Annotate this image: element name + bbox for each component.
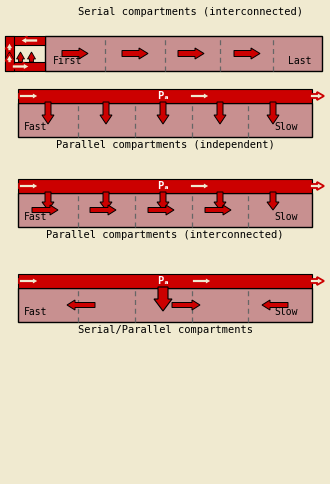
- Bar: [18, 179, 312, 193]
- FancyArrow shape: [310, 182, 324, 190]
- FancyArrow shape: [100, 192, 112, 210]
- Text: Pₐ: Pₐ: [157, 276, 169, 286]
- FancyArrow shape: [122, 48, 148, 59]
- FancyArrow shape: [154, 287, 172, 311]
- FancyArrow shape: [157, 102, 169, 124]
- FancyArrow shape: [190, 92, 210, 100]
- FancyArrow shape: [157, 192, 169, 210]
- Text: Parallel compartments (independent): Parallel compartments (independent): [56, 140, 274, 150]
- Text: First: First: [53, 56, 82, 66]
- Text: Last: Last: [288, 56, 312, 66]
- FancyArrow shape: [42, 192, 54, 210]
- FancyArrow shape: [12, 62, 30, 71]
- FancyArrow shape: [214, 102, 226, 124]
- FancyArrow shape: [19, 92, 39, 100]
- Text: Slow: Slow: [274, 307, 298, 317]
- Bar: [18, 89, 312, 103]
- Bar: [5, 62, 45, 71]
- FancyArrow shape: [19, 182, 39, 190]
- FancyArrow shape: [6, 42, 14, 51]
- FancyArrow shape: [67, 300, 95, 310]
- FancyArrow shape: [32, 205, 58, 215]
- Bar: [18, 288, 312, 322]
- Text: Serial/Parallel compartments: Serial/Parallel compartments: [78, 325, 252, 335]
- FancyArrow shape: [20, 36, 38, 45]
- Text: Fast: Fast: [24, 212, 48, 222]
- Text: Fast: Fast: [24, 307, 48, 317]
- FancyArrow shape: [6, 54, 14, 63]
- Bar: [5, 36, 14, 71]
- FancyArrow shape: [27, 52, 36, 62]
- FancyArrow shape: [192, 277, 212, 285]
- Text: Slow: Slow: [274, 122, 298, 132]
- Bar: [5, 36, 45, 45]
- FancyArrow shape: [267, 102, 279, 124]
- FancyArrow shape: [190, 182, 210, 190]
- Text: Parallel compartments (interconnected): Parallel compartments (interconnected): [46, 230, 284, 240]
- FancyArrow shape: [310, 277, 324, 285]
- Text: Slow: Slow: [274, 212, 298, 222]
- FancyArrow shape: [262, 300, 288, 310]
- FancyArrow shape: [214, 192, 226, 210]
- FancyArrow shape: [148, 205, 174, 215]
- Text: Fast: Fast: [24, 122, 48, 132]
- FancyArrow shape: [172, 300, 200, 310]
- FancyArrow shape: [16, 52, 24, 62]
- FancyArrow shape: [90, 205, 116, 215]
- FancyArrow shape: [62, 48, 88, 59]
- Bar: [18, 103, 312, 137]
- FancyArrow shape: [100, 102, 112, 124]
- Text: Pₐ: Pₐ: [157, 181, 169, 191]
- Text: Serial compartments (interconnected): Serial compartments (interconnected): [78, 7, 303, 17]
- FancyArrow shape: [234, 48, 260, 59]
- FancyArrow shape: [42, 102, 54, 124]
- Text: Pₐ: Pₐ: [157, 91, 169, 101]
- FancyArrow shape: [6, 52, 14, 62]
- Bar: [45, 36, 322, 71]
- Bar: [18, 193, 312, 227]
- FancyArrow shape: [310, 92, 324, 100]
- FancyArrow shape: [205, 205, 231, 215]
- Bar: [18, 274, 312, 288]
- FancyArrow shape: [267, 192, 279, 210]
- FancyArrow shape: [178, 48, 204, 59]
- FancyArrow shape: [19, 277, 39, 285]
